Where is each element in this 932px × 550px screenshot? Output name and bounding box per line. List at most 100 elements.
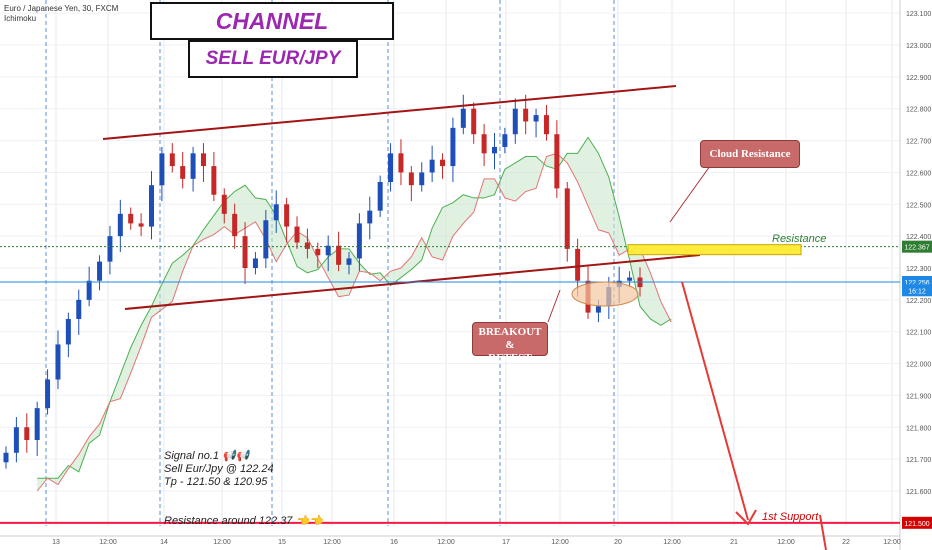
time-tick-label: 12:00 [323, 539, 341, 546]
candle-body [65, 318, 71, 345]
retest-ellipse [571, 281, 639, 307]
candle-body [367, 210, 373, 224]
candle-body [512, 108, 518, 135]
sell-arrow-head [735, 509, 757, 526]
price-tick-label: 122.300 [906, 266, 931, 273]
price-axis: 123.100 123.000 122.900 122.800 122.700 122.6… [906, 11, 931, 496]
signal-number: Signal no.1 📢📢 [164, 450, 250, 462]
channel-upper-line [102, 85, 677, 140]
time-tick-label: 22 [842, 539, 850, 546]
candle-body [211, 166, 217, 195]
megaphone-icon: 📢📢 [222, 450, 250, 462]
price-tick-label: 122.100 [906, 330, 931, 337]
price-tick-label: 122.600 [906, 170, 931, 177]
price-tick-label: 121.700 [906, 457, 931, 464]
ichimoku-cloud [37, 137, 672, 491]
time-tick-label: 15 [278, 539, 286, 546]
price-tag [902, 516, 932, 529]
candle-body [169, 153, 175, 167]
price-tick-label: 122.200 [906, 298, 931, 305]
candle-body [273, 204, 279, 221]
candle-body [3, 452, 9, 463]
breakout-callout-line1: BREAKOUT & [478, 326, 542, 351]
candle-body [180, 166, 186, 179]
price-tick-label: 121.800 [906, 425, 931, 432]
candle-body [200, 153, 206, 167]
candle-body [232, 213, 238, 237]
cloud-resistance-callout: Cloud Resistance [700, 140, 800, 168]
candle-body [252, 258, 258, 268]
candle-body [45, 379, 51, 409]
candle-body [419, 172, 425, 186]
time-tick-label: 16 [390, 539, 398, 546]
candle-body [595, 306, 601, 313]
time-tick-label: 12:00 [99, 539, 117, 546]
candle-body [221, 194, 227, 214]
time-tick-label: 20 [614, 539, 622, 546]
candle-body [575, 248, 581, 281]
candle-body [263, 220, 269, 259]
headline-subtitle: SELL EUR/JPY [188, 40, 358, 78]
indicator-label: Ichimoku [4, 14, 37, 23]
time-tick-label: 17 [502, 539, 510, 546]
candle-body [450, 127, 456, 167]
signal-entry: Sell Eur/Jpy @ 122.24 [164, 463, 274, 475]
candle-body [294, 226, 300, 243]
time-tick-label: 12:00 [663, 539, 681, 546]
time-tick-label: 12:00 [551, 539, 569, 546]
price-tick-label: 123.100 [906, 11, 931, 18]
candle-body [107, 236, 113, 262]
candle-body [159, 153, 165, 186]
candle-body [481, 134, 487, 154]
time-tick-label: 12:00 [777, 539, 795, 546]
signal-note: Signal no.1 📢📢 Sell Eur/Jpy @ 122.24 Tp … [164, 450, 274, 489]
chart-overlays [0, 85, 900, 550]
chart-grid [0, 0, 901, 550]
price-tick-label: 122.000 [906, 362, 931, 369]
symbol-header: Euro / Japanese Yen, 30, FXCM Ichimoku [4, 4, 118, 24]
candle-body [554, 134, 560, 189]
candle-body [429, 159, 435, 173]
time-tick-label: 21 [730, 539, 738, 546]
candle-body [97, 261, 103, 281]
price-tick-label: 122.800 [906, 107, 931, 114]
price-tick-label: 121.600 [906, 489, 931, 496]
signal-targets: Tp - 121.50 & 120.95 [164, 476, 268, 488]
candle-body [128, 213, 134, 224]
time-tick-label: 12:00 [883, 539, 901, 546]
time-tick-label: 12:00 [437, 539, 455, 546]
candle-body [491, 146, 497, 154]
time-tick-label: 14 [160, 539, 168, 546]
candle-body [502, 134, 508, 147]
callout-pointer [547, 289, 561, 323]
price-tag-label: 122.256 [904, 280, 929, 287]
candle-body [284, 204, 290, 227]
candle-body [533, 115, 539, 122]
ichimoku-lines [36, 136, 672, 492]
senkou-span-b [36, 152, 672, 492]
candle-body [627, 277, 633, 281]
price-tag [902, 240, 932, 253]
candle-body [388, 153, 394, 182]
resistance-note: Resistance around 122.37 👈👈 [164, 515, 323, 527]
candle-body [76, 299, 82, 319]
candle-body [34, 408, 40, 440]
callout-pointer [669, 165, 711, 223]
candle-body [336, 245, 342, 265]
time-tick-label: 13 [52, 539, 60, 546]
symbol-title: Euro / Japanese Yen, 30, FXCM [4, 4, 119, 13]
candle-body [304, 242, 310, 249]
candle-body [523, 108, 529, 122]
resistance-label: Resistance [772, 233, 827, 245]
candle-body [346, 258, 352, 265]
price-tick-label: 122.900 [906, 75, 931, 82]
price-tag [902, 284, 932, 297]
price-tick-label: 122.700 [906, 139, 931, 146]
cloud-fill [37, 137, 672, 491]
price-tick-label: 123.000 [906, 43, 931, 50]
price-tag-label: 122.367 [904, 245, 929, 252]
time-tick-label: 12:00 [213, 539, 231, 546]
first-support-label: 1st Support [762, 511, 819, 523]
